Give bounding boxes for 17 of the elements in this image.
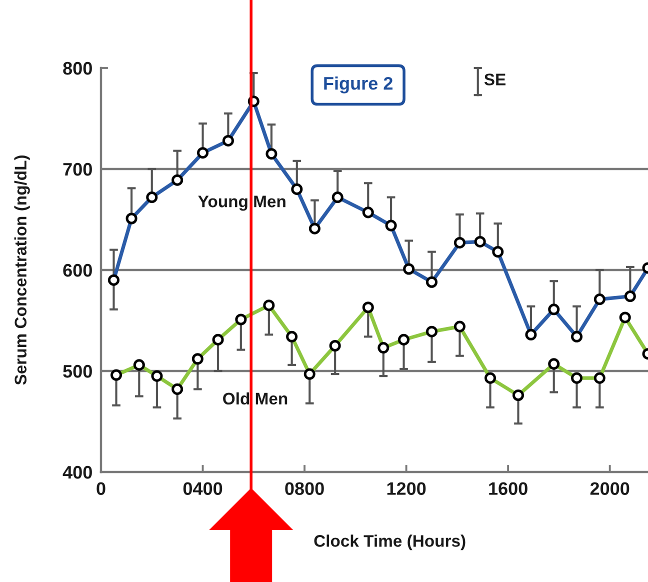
- x-tick-label: 0: [96, 482, 106, 495]
- annotation: SE: [484, 74, 506, 86]
- x-tick-label: 0400: [183, 482, 222, 495]
- series-label: Young Men: [198, 196, 286, 211]
- series-label: Old Men: [223, 392, 288, 405]
- y-tick-label: 500: [63, 364, 92, 378]
- x-tick-label: 0800: [285, 482, 324, 495]
- x-tick-label: 1200: [387, 482, 426, 495]
- y-tick-label: 700: [63, 162, 92, 176]
- y-tick-label: 400: [62, 466, 92, 479]
- y-tick-label: 600: [63, 264, 92, 277]
- x-tick-label: 1600: [489, 482, 528, 495]
- y-axis-title: Serum Concentration (ng/dL): [14, 156, 30, 385]
- x-axis-title: Clock Time (Hours): [314, 534, 466, 550]
- chart-title: Figure 2: [324, 76, 392, 94]
- x-tick-label: 2000: [590, 482, 630, 495]
- y-tick-label: 800: [63, 62, 92, 75]
